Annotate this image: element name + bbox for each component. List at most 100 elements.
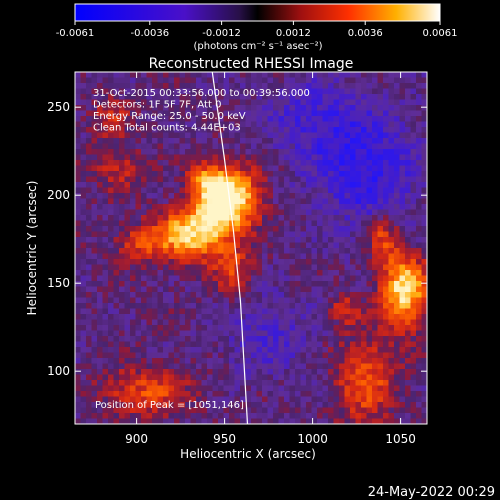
heatmap-cell xyxy=(322,77,329,84)
heatmap-cell xyxy=(262,99,268,106)
heatmap-cell xyxy=(317,215,323,221)
heatmap-cell xyxy=(179,281,186,287)
heatmap-cell xyxy=(256,380,263,386)
heatmap-cell xyxy=(130,121,136,128)
heatmap-cell xyxy=(245,237,252,243)
heatmap-cell xyxy=(372,325,378,331)
heatmap-cell xyxy=(350,413,356,419)
heatmap-cell xyxy=(157,270,164,276)
heatmap-cell xyxy=(190,237,197,243)
heatmap-cell xyxy=(328,330,334,337)
heatmap-cell xyxy=(174,303,180,309)
heatmap-cell xyxy=(113,204,120,210)
heatmap-cell xyxy=(146,231,153,238)
heatmap-cell xyxy=(344,275,351,282)
heatmap-cell xyxy=(124,226,131,232)
heatmap-cell xyxy=(405,127,411,133)
heatmap-cell xyxy=(339,396,345,403)
heatmap-cell xyxy=(377,380,384,386)
heatmap-cell xyxy=(75,264,81,271)
heatmap-cell xyxy=(234,407,241,414)
heatmap-cell xyxy=(278,358,285,364)
heatmap-cell xyxy=(130,110,136,117)
heatmap-cell xyxy=(262,226,268,232)
heatmap-cell xyxy=(174,308,180,315)
heatmap-cell xyxy=(97,325,103,331)
heatmap-cell xyxy=(130,149,136,155)
heatmap-cell xyxy=(163,270,169,276)
heatmap-cell xyxy=(355,127,362,133)
heatmap-cell xyxy=(311,121,318,128)
heatmap-cell xyxy=(223,231,230,238)
heatmap-cell xyxy=(135,253,142,260)
heatmap-cell xyxy=(383,105,389,111)
heatmap-cell xyxy=(278,187,285,194)
heatmap-cell xyxy=(366,248,373,254)
heatmap-cell xyxy=(311,182,318,188)
heatmap-cell xyxy=(97,105,103,111)
heatmap-cell xyxy=(344,193,351,199)
heatmap-cell xyxy=(119,127,125,133)
heatmap-cell xyxy=(91,347,98,353)
heatmap-cell xyxy=(256,116,263,122)
heatmap-cell xyxy=(124,138,131,144)
heatmap-cell xyxy=(223,418,230,424)
heatmap-cell xyxy=(113,132,120,139)
heatmap-cell xyxy=(421,138,427,144)
heatmap-cell xyxy=(295,154,301,161)
heatmap-cell xyxy=(185,418,191,424)
heatmap-cell xyxy=(410,275,417,282)
heatmap-cell xyxy=(152,83,158,89)
heatmap-cell xyxy=(251,297,257,304)
heatmap-cell xyxy=(130,77,136,84)
heatmap-cell xyxy=(372,165,378,172)
heatmap-cell xyxy=(119,402,125,408)
heatmap-cell xyxy=(251,264,257,271)
heatmap-cell xyxy=(218,72,224,78)
heatmap-cell xyxy=(234,176,241,183)
heatmap-cell xyxy=(91,226,98,232)
heatmap-cell xyxy=(388,154,395,161)
heatmap-cell xyxy=(174,325,180,331)
heatmap-cell xyxy=(399,88,406,95)
heatmap-cell xyxy=(75,270,81,276)
heatmap-cell xyxy=(311,319,318,326)
heatmap-cell xyxy=(130,407,136,414)
heatmap-cell xyxy=(119,385,125,392)
heatmap-cell xyxy=(135,83,142,89)
heatmap-cell xyxy=(262,358,268,364)
heatmap-cell xyxy=(377,143,384,150)
heatmap-cell xyxy=(278,325,285,331)
heatmap-cell xyxy=(410,325,417,331)
heatmap-cell xyxy=(405,253,411,260)
heatmap-cell xyxy=(135,270,142,276)
heatmap-cell xyxy=(80,369,87,375)
heatmap-cell xyxy=(383,77,389,84)
heatmap-cell xyxy=(322,402,329,408)
heatmap-cell xyxy=(207,292,213,298)
chart-title: Reconstructed RHESSI Image xyxy=(149,56,354,72)
heatmap-cell xyxy=(234,281,241,287)
heatmap-cell xyxy=(223,297,230,304)
heatmap-cell xyxy=(223,363,230,370)
heatmap-cell xyxy=(108,198,114,205)
heatmap-cell xyxy=(267,72,274,78)
heatmap-cell xyxy=(311,292,318,298)
heatmap-cell xyxy=(251,231,257,238)
heatmap-cell xyxy=(146,94,153,100)
heatmap-cell xyxy=(152,160,158,166)
heatmap-cell xyxy=(102,336,109,342)
heatmap-cell xyxy=(388,132,395,139)
heatmap-cell xyxy=(388,226,395,232)
heatmap-cell xyxy=(86,281,92,287)
heatmap-cell xyxy=(262,319,268,326)
heatmap-cell xyxy=(256,171,263,177)
heatmap-cell xyxy=(383,336,389,342)
heatmap-cell xyxy=(141,286,147,293)
heatmap-cell xyxy=(124,165,131,172)
heatmap-cell xyxy=(119,143,125,150)
heatmap-cell xyxy=(97,396,103,403)
heatmap-cell xyxy=(388,182,395,188)
heatmap-cell xyxy=(174,402,180,408)
heatmap-cell xyxy=(157,215,164,221)
